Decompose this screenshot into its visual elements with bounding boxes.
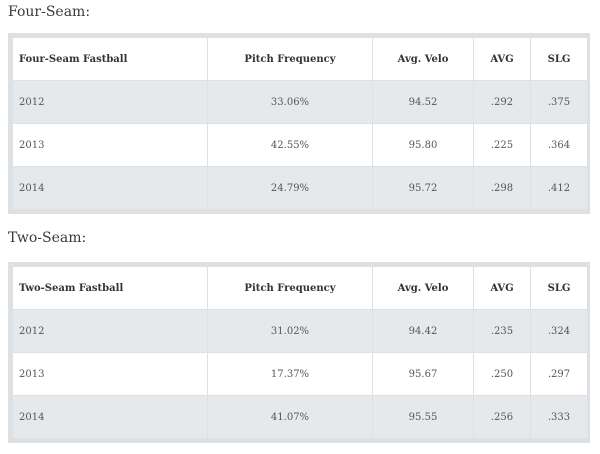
table-cell: .292	[474, 81, 530, 123]
two-seam-table: Two-Seam Fastball Pitch Frequency Avg. V…	[12, 266, 588, 439]
table-cell: .235	[474, 310, 530, 352]
column-header: Avg. Velo	[373, 38, 473, 80]
table-cell: .256	[474, 396, 530, 438]
table-header-row: Two-Seam Fastball Pitch Frequency Avg. V…	[13, 267, 587, 309]
table-cell: .375	[531, 81, 587, 123]
table-cell: 2013	[13, 124, 207, 166]
table-cell: 94.42	[373, 310, 473, 352]
table-cell: .225	[474, 124, 530, 166]
column-header: Pitch Frequency	[208, 38, 372, 80]
two-seam-table-container: Two-Seam Fastball Pitch Frequency Avg. V…	[8, 262, 590, 443]
table-cell: 33.06%	[208, 81, 372, 123]
table-row: 2012 33.06% 94.52 .292 .375	[13, 81, 587, 123]
column-header: Pitch Frequency	[208, 267, 372, 309]
table-cell: 2012	[13, 81, 207, 123]
table-cell: 95.55	[373, 396, 473, 438]
table-header-row: Four-Seam Fastball Pitch Frequency Avg. …	[13, 38, 587, 80]
table-cell: 41.07%	[208, 396, 372, 438]
column-header: SLG	[531, 267, 587, 309]
table-cell: .364	[531, 124, 587, 166]
table-cell: .333	[531, 396, 587, 438]
table-cell: .297	[531, 353, 587, 395]
table-cell: 42.55%	[208, 124, 372, 166]
column-header: SLG	[531, 38, 587, 80]
table-row: 2012 31.02% 94.42 .235 .324	[13, 310, 587, 352]
column-header: AVG	[474, 38, 530, 80]
column-header: Four-Seam Fastball	[13, 38, 207, 80]
table-cell: .324	[531, 310, 587, 352]
table-cell: 2014	[13, 396, 207, 438]
table-row: 2014 41.07% 95.55 .256 .333	[13, 396, 587, 438]
table-cell: 95.72	[373, 167, 473, 209]
table-cell: 17.37%	[208, 353, 372, 395]
four-seam-table: Four-Seam Fastball Pitch Frequency Avg. …	[12, 37, 588, 210]
column-header: Avg. Velo	[373, 267, 473, 309]
table-cell: 95.80	[373, 124, 473, 166]
table-cell: 2014	[13, 167, 207, 209]
table-row: 2014 24.79% 95.72 .298 .412	[13, 167, 587, 209]
table-row: 2013 17.37% 95.67 .250 .297	[13, 353, 587, 395]
table-cell: 31.02%	[208, 310, 372, 352]
column-header: Two-Seam Fastball	[13, 267, 207, 309]
table-cell: 2012	[13, 310, 207, 352]
table-cell: .298	[474, 167, 530, 209]
table-cell: .412	[531, 167, 587, 209]
table-cell: 95.67	[373, 353, 473, 395]
section-title-two-seam: Two-Seam:	[8, 230, 87, 246]
table-cell: 2013	[13, 353, 207, 395]
table-cell: 24.79%	[208, 167, 372, 209]
table-row: 2013 42.55% 95.80 .225 .364	[13, 124, 587, 166]
table-cell: .250	[474, 353, 530, 395]
four-seam-table-container: Four-Seam Fastball Pitch Frequency Avg. …	[8, 33, 590, 214]
section-title-four-seam: Four-Seam:	[8, 4, 91, 20]
column-header: AVG	[474, 267, 530, 309]
table-cell: 94.52	[373, 81, 473, 123]
